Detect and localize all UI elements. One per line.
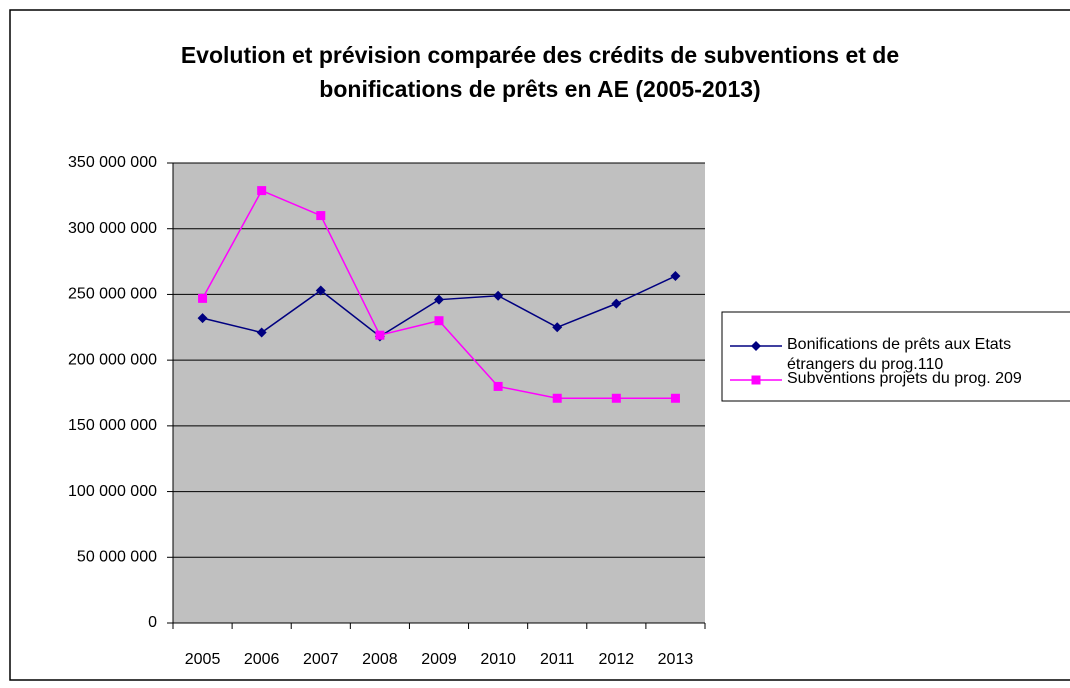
y-tick-label: 250 000 000 (68, 286, 157, 303)
point (198, 293, 208, 303)
y-tick-label: 0 (148, 614, 157, 631)
point (751, 341, 761, 351)
point (375, 330, 385, 340)
x-tick-label: 2009 (421, 651, 457, 668)
plot-area (173, 163, 705, 623)
point (552, 322, 563, 333)
point (257, 186, 267, 196)
y-tick-label: 150 000 000 (68, 417, 157, 434)
legend-label: Subventions projets du prog. 209 (787, 370, 1022, 387)
point (434, 316, 444, 326)
x-tick-label: 2008 (362, 651, 398, 668)
y-tick-label: 350 000 000 (68, 154, 157, 171)
point (434, 294, 444, 305)
x-tick-label: 2013 (658, 651, 694, 668)
point (751, 375, 761, 385)
point (493, 290, 504, 301)
point (611, 298, 622, 309)
legend-box (721, 311, 1070, 402)
chart-title: Evolution et prévision comparée des créd… (180, 42, 900, 102)
x-tick-label: 2011 (540, 651, 575, 668)
legend-label: Bonifications de prêts aux Etats étrange… (787, 336, 1012, 373)
point (670, 271, 681, 282)
y-tick-label: 200 000 000 (68, 351, 157, 368)
point (256, 327, 267, 338)
x-tick-label: 2012 (599, 651, 635, 668)
point (493, 381, 503, 391)
y-tick-label: 100 000 000 (68, 483, 157, 500)
x-tick-label: 2006 (244, 651, 280, 668)
point (552, 393, 562, 403)
point (611, 393, 621, 403)
y-tick-label: 300 000 000 (68, 220, 157, 237)
point (197, 313, 208, 324)
y-tick-label: 50 000 000 (77, 549, 157, 566)
point (670, 393, 680, 403)
point (316, 211, 326, 221)
x-tick-label: 2005 (185, 651, 221, 668)
point (315, 285, 326, 296)
x-tick-label: 2007 (303, 651, 339, 668)
x-tick-label: 2010 (480, 651, 516, 668)
